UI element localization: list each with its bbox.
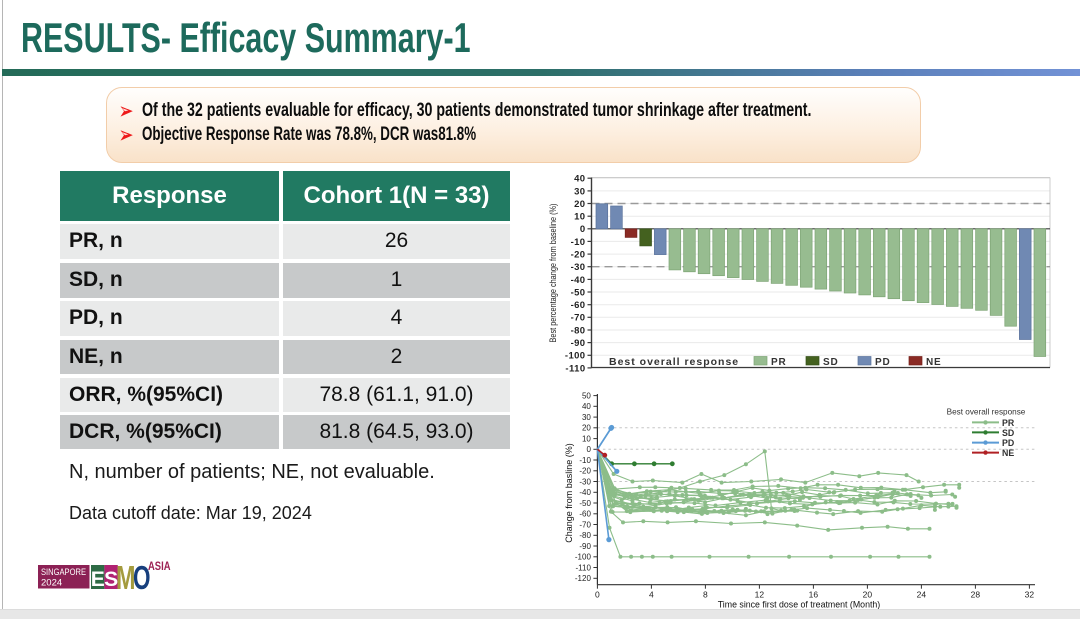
svg-text:32: 32 [1025, 589, 1035, 599]
svg-text:-20: -20 [579, 467, 591, 476]
svg-text:20: 20 [582, 424, 591, 433]
svg-text:NE: NE [926, 357, 942, 368]
svg-text:-10: -10 [579, 456, 591, 465]
svg-text:0: 0 [580, 224, 586, 235]
svg-text:-110: -110 [565, 363, 585, 374]
svg-text:E: E [91, 568, 105, 591]
svg-text:10: 10 [582, 435, 591, 444]
svg-text:S: S [104, 568, 118, 591]
svg-text:20: 20 [863, 589, 873, 599]
svg-text:-40: -40 [579, 488, 591, 497]
svg-text:Best percentage change from ba: Best percentage change from baseline (%) [548, 204, 558, 343]
svg-text:-90: -90 [571, 338, 586, 349]
svg-text:Time since first dose of treat: Time since first dose of treatment (Mont… [718, 599, 881, 609]
svg-text:PD: PD [875, 357, 891, 368]
svg-text:O: O [133, 559, 151, 596]
svg-text:M: M [116, 559, 136, 596]
svg-text:2024: 2024 [41, 578, 62, 589]
svg-text:-90: -90 [579, 542, 591, 551]
svg-text:-60: -60 [571, 300, 586, 311]
svg-text:SD: SD [823, 357, 839, 368]
svg-text:NE: NE [1002, 448, 1014, 458]
svg-text:-70: -70 [579, 520, 591, 529]
svg-text:-80: -80 [579, 531, 591, 540]
svg-text:8: 8 [703, 589, 708, 599]
svg-text:0: 0 [586, 445, 591, 454]
svg-text:30: 30 [574, 186, 585, 197]
svg-text:28: 28 [971, 589, 981, 599]
svg-text:-30: -30 [571, 262, 586, 273]
svg-text:-110: -110 [575, 563, 591, 572]
svg-text:24: 24 [917, 589, 927, 599]
svg-text:16: 16 [809, 589, 819, 599]
svg-text:Best overall response: Best overall response [609, 356, 739, 368]
svg-text:20: 20 [574, 199, 585, 210]
svg-text:50: 50 [582, 392, 591, 401]
svg-text:SD: SD [1002, 428, 1014, 438]
svg-text:40: 40 [582, 402, 591, 411]
svg-text:40: 40 [574, 174, 585, 185]
svg-text:-60: -60 [579, 510, 591, 519]
svg-text:-40: -40 [571, 275, 586, 286]
svg-text:-100: -100 [565, 351, 586, 362]
svg-text:SINGAPORE: SINGAPORE [41, 567, 86, 577]
svg-text:-70: -70 [571, 313, 586, 324]
svg-text:ASIA: ASIA [148, 559, 171, 573]
svg-text:Change from basline (%): Change from basline (%) [564, 443, 574, 543]
svg-text:PR: PR [771, 357, 787, 368]
svg-text:Best overall response: Best overall response [947, 408, 1026, 417]
svg-text:-50: -50 [579, 499, 591, 508]
svg-text:-80: -80 [571, 325, 586, 336]
svg-text:-120: -120 [575, 574, 592, 583]
svg-text:-50: -50 [571, 287, 586, 298]
svg-text:30: 30 [582, 413, 591, 422]
svg-text:-100: -100 [575, 553, 592, 562]
svg-text:4: 4 [649, 589, 654, 599]
svg-text:0: 0 [595, 589, 600, 599]
svg-text:-20: -20 [571, 250, 586, 261]
svg-text:10: 10 [574, 212, 585, 223]
svg-text:-30: -30 [579, 477, 591, 486]
svg-text:PR: PR [1002, 418, 1015, 428]
svg-text:PD: PD [1002, 438, 1014, 448]
svg-text:12: 12 [755, 589, 765, 599]
svg-text:-10: -10 [571, 237, 586, 248]
